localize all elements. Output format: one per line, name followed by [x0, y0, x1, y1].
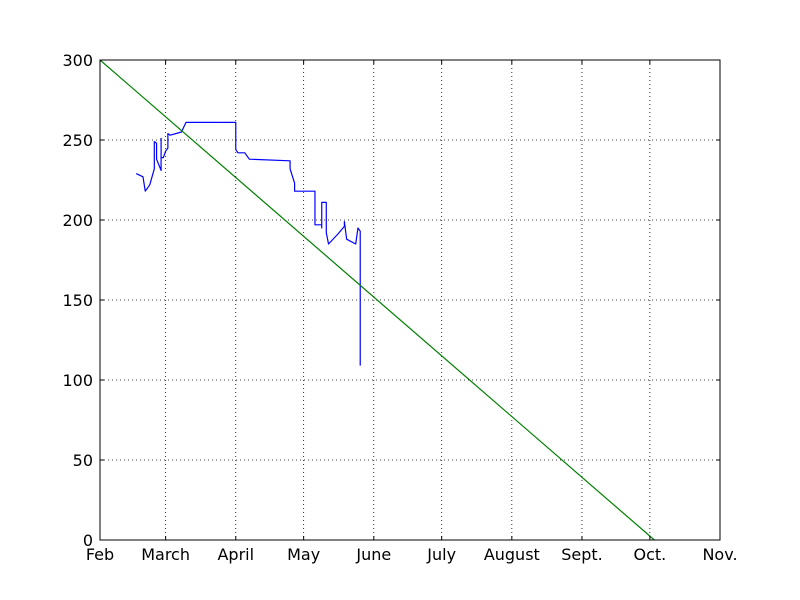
y-tick-label: 100	[62, 371, 93, 390]
series-group	[99, 59, 655, 541]
x-tick-label: Feb	[86, 545, 114, 564]
x-tick-label: July	[426, 545, 456, 564]
x-tick-label: Nov.	[702, 545, 737, 564]
y-tick-label: 200	[62, 211, 93, 230]
x-tick-label: Sept.	[561, 545, 603, 564]
y-tick-label: 150	[62, 291, 93, 310]
grid	[100, 60, 720, 540]
tick-labels: Feb March April May June July August Sept. Oct. N…	[62, 51, 737, 564]
y-tick-label: 50	[73, 451, 93, 470]
y-tick-label: 250	[62, 131, 93, 150]
x-tick-label: May	[287, 545, 320, 564]
x-tick-label: June	[355, 545, 391, 564]
x-tick-label: March	[141, 545, 190, 564]
trend-line	[99, 59, 655, 541]
ticks	[99, 59, 721, 541]
x-tick-label: Oct.	[633, 545, 666, 564]
y-tick-label: 300	[62, 51, 93, 70]
x-tick-label: April	[217, 545, 254, 564]
x-tick-label: August	[484, 545, 540, 564]
data-series-line	[135, 121, 361, 366]
y-tick-label: 0	[83, 531, 93, 550]
